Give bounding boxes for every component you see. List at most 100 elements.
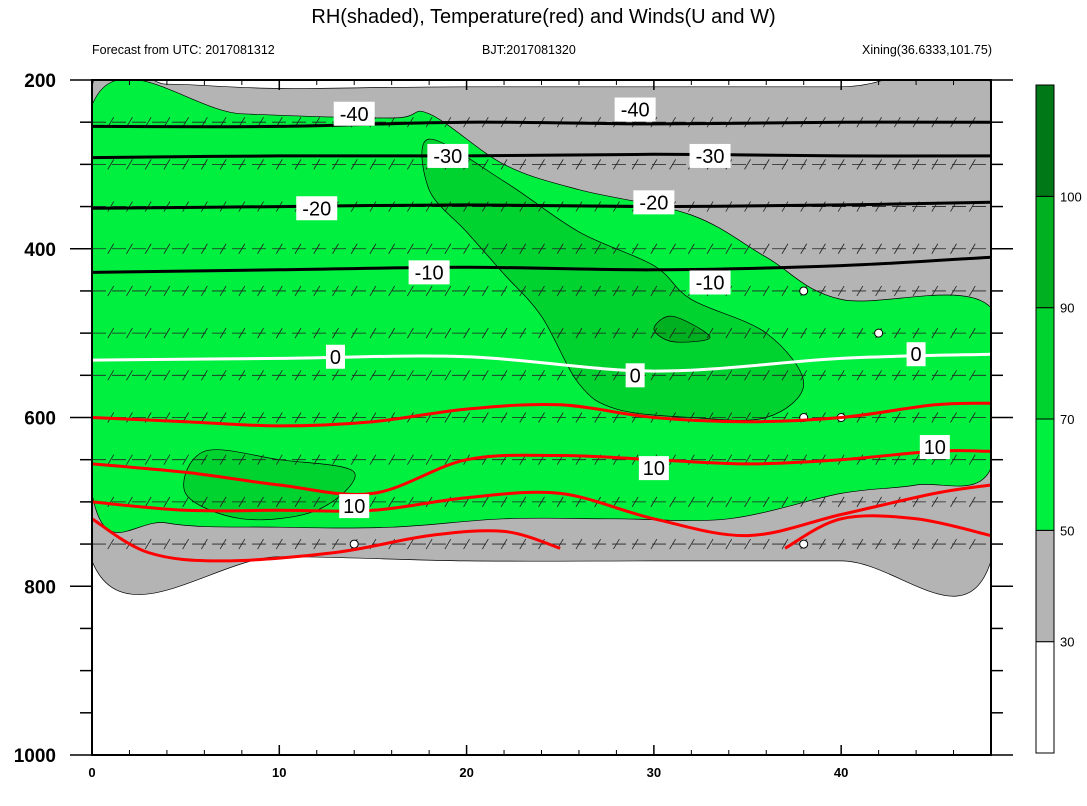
wind-barb	[800, 159, 808, 170]
wind-barb	[126, 454, 133, 465]
wind-barb	[912, 412, 920, 423]
wind-barb	[407, 243, 414, 254]
wind-barb	[556, 243, 564, 254]
isotherm-9	[784, 514, 991, 550]
wind-barb	[350, 159, 358, 170]
wind-barb	[594, 327, 602, 339]
wind-barb	[912, 159, 920, 170]
wind-barb	[257, 454, 264, 465]
y-tick-label: 200	[24, 71, 56, 92]
y-tick-label: 800	[24, 577, 56, 598]
isotherm-4	[92, 352, 991, 373]
wind-barb	[594, 412, 602, 423]
wind-barb	[144, 327, 152, 339]
wind-barb	[294, 159, 302, 170]
wind-barb	[762, 496, 770, 508]
wind-barb	[556, 496, 564, 508]
wind-barb	[575, 243, 583, 254]
wind-barb	[856, 285, 864, 297]
wind-barb	[575, 159, 583, 170]
wind-barb	[594, 285, 602, 297]
wind-barb	[350, 370, 358, 381]
contour-label-bg	[408, 260, 450, 285]
wind-barb	[575, 285, 583, 297]
wind-barb	[201, 538, 208, 550]
wind-barb	[706, 327, 714, 339]
wind-barb	[669, 496, 676, 508]
wind-barb	[294, 370, 302, 381]
wind-barb	[463, 412, 470, 423]
wind-barb	[669, 243, 676, 254]
wind-barb	[332, 327, 339, 339]
wind-barb	[837, 538, 845, 550]
colorbar-swatch-3	[1035, 307, 1055, 420]
wind-barb	[687, 243, 695, 254]
wind-barb	[257, 159, 264, 170]
wind-barb	[407, 454, 414, 465]
wind-barb	[313, 327, 321, 339]
wind-barb	[781, 327, 789, 339]
isotherm-3	[92, 255, 991, 274]
wind-barb	[369, 285, 377, 297]
wind-barb	[275, 159, 283, 170]
wind-barb	[762, 370, 770, 381]
contour-label-bg	[427, 143, 469, 168]
contour-label-bg	[325, 344, 345, 369]
wind-barb	[369, 327, 377, 339]
wind-barb	[631, 159, 639, 170]
wind-barb	[631, 243, 639, 254]
wind-barb	[369, 159, 377, 170]
wind-barb	[650, 159, 658, 170]
chart-title: RH(shaded), Temperature(red) and Winds(U…	[311, 6, 776, 28]
wind-barb	[182, 538, 189, 550]
wind-barb	[107, 327, 115, 339]
wind-barb	[163, 370, 171, 381]
wind-barb	[931, 159, 939, 170]
wind-barb	[575, 370, 583, 381]
wind-barb	[837, 201, 845, 212]
wind-barb	[744, 243, 751, 254]
isotherm-0	[92, 120, 991, 129]
wind-barb	[369, 370, 377, 381]
wind-barb	[201, 159, 208, 170]
wind-barb	[219, 496, 227, 508]
wind-barb	[687, 496, 695, 508]
wind-barb	[613, 243, 620, 254]
wind-barb	[706, 243, 714, 254]
wind-barb	[519, 285, 527, 297]
wind-barb	[219, 159, 227, 170]
wind-barb	[238, 454, 246, 465]
wind-barb	[819, 285, 826, 297]
wind-barb	[201, 496, 208, 508]
wind-barb	[762, 159, 770, 170]
wind-barb	[875, 412, 882, 423]
wind-barb	[950, 412, 957, 423]
wind-barb	[144, 243, 152, 254]
wind-barb	[294, 327, 302, 339]
wind-barb	[481, 327, 489, 339]
wind-barb	[519, 243, 527, 254]
wind-barb	[238, 538, 246, 550]
wind-barb	[163, 454, 171, 465]
wind-barb	[781, 243, 789, 254]
wind-barb	[275, 538, 283, 550]
wind-barb	[687, 327, 695, 339]
wind-barb	[126, 370, 133, 381]
wind-barb	[650, 327, 658, 339]
wind-barb	[706, 538, 714, 550]
wind-barb	[275, 285, 283, 297]
wind-barb	[294, 538, 302, 550]
wind-barb	[556, 327, 564, 339]
wind-barb	[669, 116, 676, 128]
colorbar-swatch-0	[1035, 641, 1055, 754]
wind-barb	[500, 243, 508, 254]
wind-barb	[425, 285, 433, 297]
wind-barb	[182, 454, 189, 465]
x-tick-label: 20	[459, 765, 473, 780]
wind-barb	[762, 327, 770, 339]
wind-barb	[275, 327, 283, 339]
wind-barb	[837, 370, 845, 381]
wind-barb	[219, 454, 227, 465]
isotherm-2	[92, 200, 991, 210]
wind-barb	[332, 412, 339, 423]
